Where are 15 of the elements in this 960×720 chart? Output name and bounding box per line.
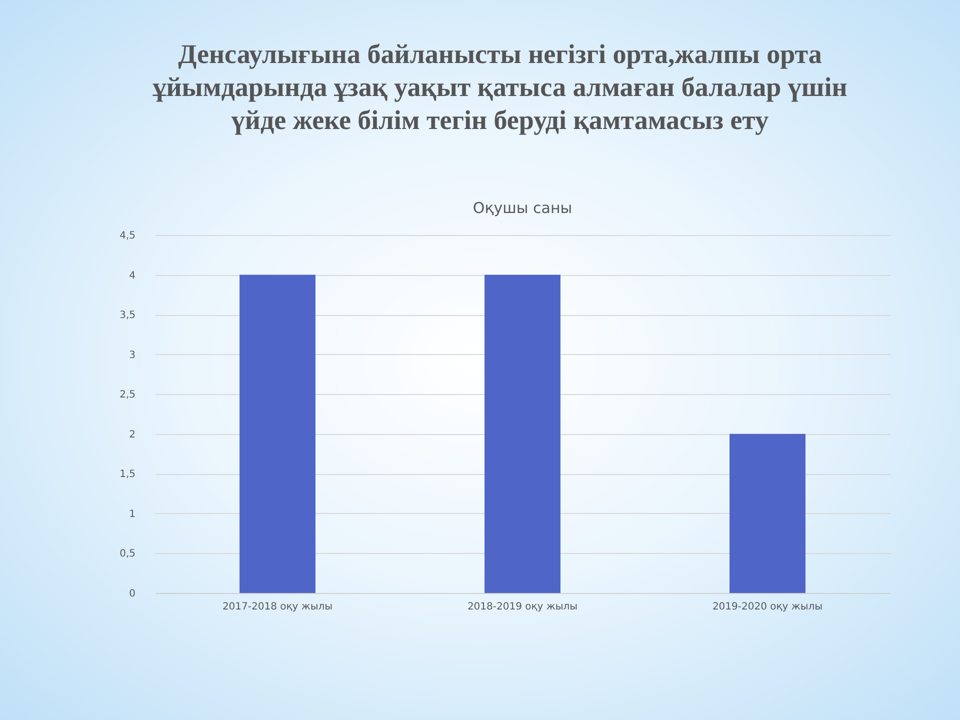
y-tick-label: 3	[129, 350, 136, 361]
y-tick-label: 0	[129, 588, 136, 600]
x-tick-label: 2019-2020 оқу жылы	[712, 602, 823, 612]
y-tick-label: 0,5	[120, 548, 136, 560]
y-tick-label: 2	[129, 429, 136, 440]
y-tick-label: 1	[129, 508, 136, 520]
chart-subtitle: Оқушы саны	[472, 199, 572, 217]
x-tick-label: 2018-2019 оқу жылы	[467, 602, 578, 612]
y-tick-label: 3,5	[120, 310, 136, 322]
y-tick-label: 2,5	[120, 390, 136, 401]
y-tick-label: 4	[129, 270, 136, 282]
x-tick-label: 2017-2018 оқу жылы	[222, 602, 333, 612]
y-tick-label: 1,5	[120, 469, 136, 480]
chart-title: Денсаулығына байланысты негізгі орта,жалпы орта ұйымдарында ұзақ уақыт қатыса алмаған балалар үшін үйде жеке білім тегін беруді қамтамасыз ету	[152, 38, 848, 137]
y-tick-label: 4,5	[120, 230, 136, 242]
